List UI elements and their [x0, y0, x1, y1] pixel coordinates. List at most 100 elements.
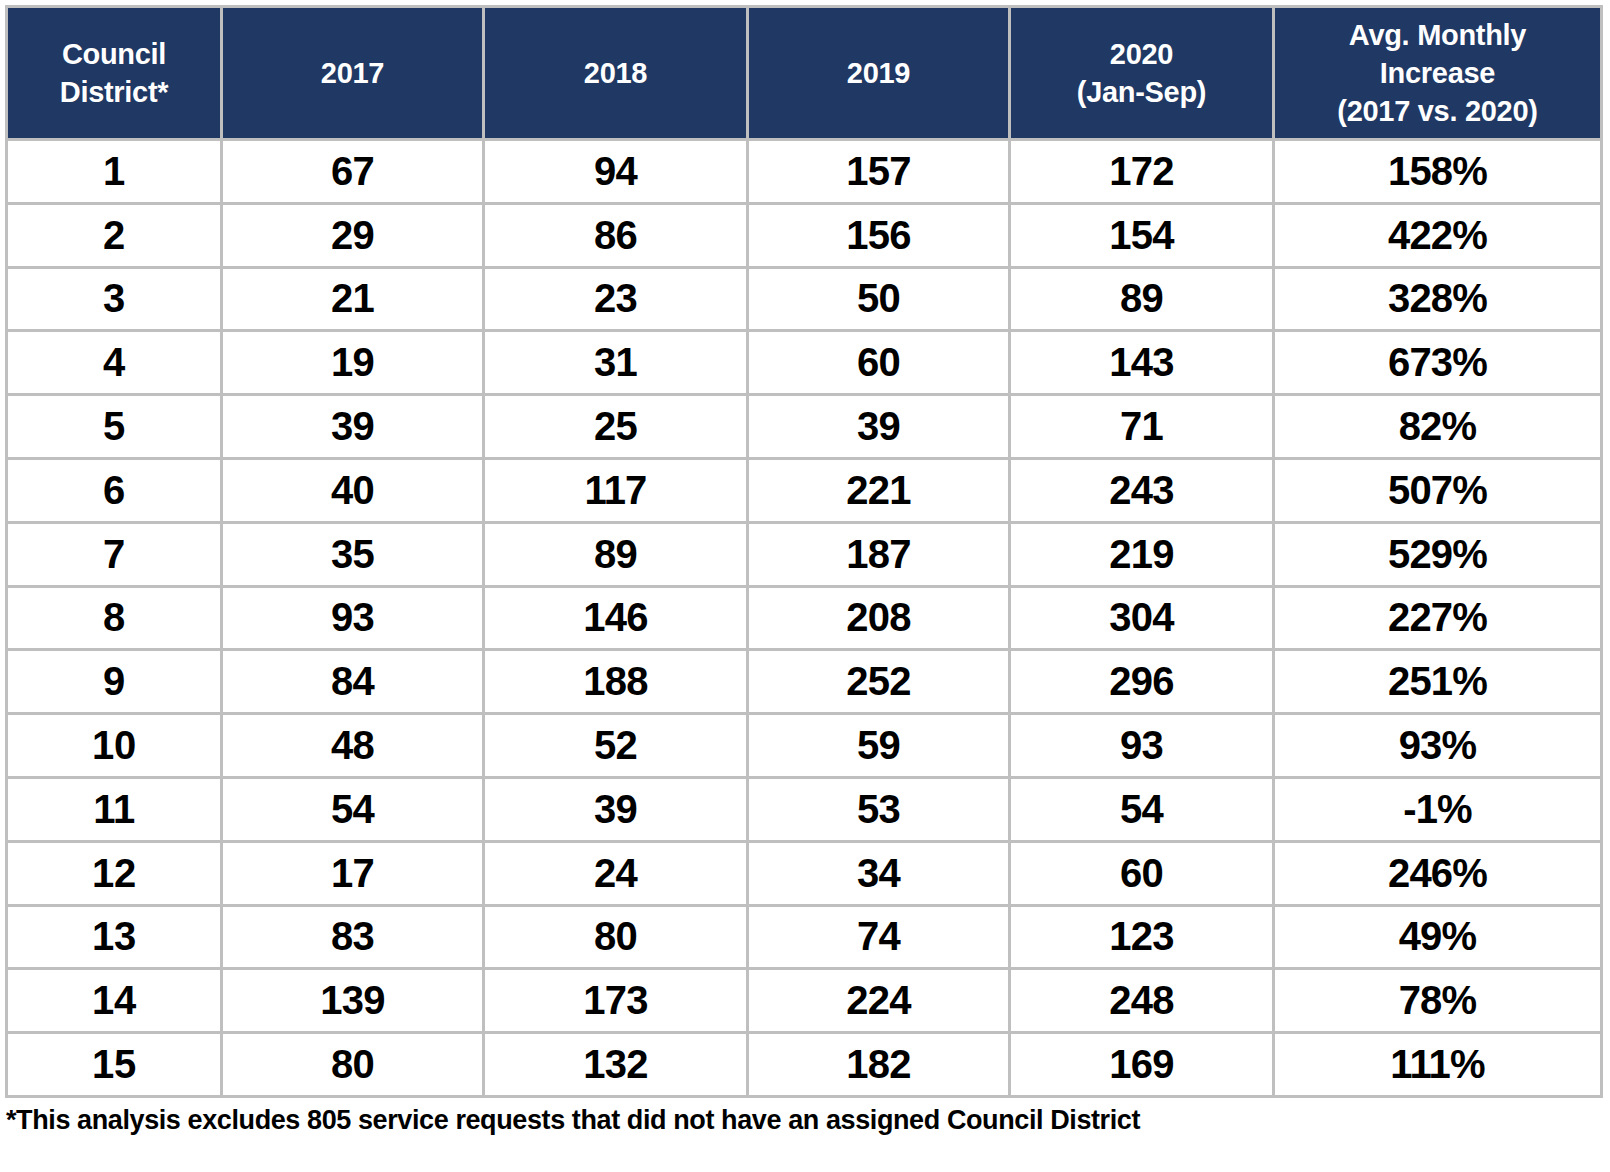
value-cell: 24 [484, 841, 748, 905]
value-cell: 21 [222, 267, 484, 331]
value-cell: 23 [484, 267, 748, 331]
value-cell: 39 [748, 395, 1010, 459]
table-row: 22986156154422% [7, 203, 1602, 267]
value-cell: 52 [484, 714, 748, 778]
value-cell: 17 [222, 841, 484, 905]
value-cell: 39 [222, 395, 484, 459]
value-cell: 71 [1010, 395, 1274, 459]
table-body: 16794157172158%22986156154422%3212350893… [7, 140, 1602, 1097]
value-cell: 84 [222, 650, 484, 714]
council-district-table: Council District* 2017 2018 2019 2020 (J… [5, 5, 1603, 1098]
value-cell: 154 [1010, 203, 1274, 267]
value-cell: 208 [748, 586, 1010, 650]
district-cell: 3 [7, 267, 222, 331]
district-cell: 14 [7, 969, 222, 1033]
header-council-district: Council District* [7, 7, 222, 140]
value-cell: 48 [222, 714, 484, 778]
district-cell: 6 [7, 458, 222, 522]
value-cell: 252 [748, 650, 1010, 714]
value-cell: 74 [748, 905, 1010, 969]
value-cell: 117 [484, 458, 748, 522]
value-cell: 529% [1274, 522, 1602, 586]
value-cell: 219 [1010, 522, 1274, 586]
district-cell: 9 [7, 650, 222, 714]
value-cell: 243 [1010, 458, 1274, 522]
value-cell: 89 [1010, 267, 1274, 331]
value-cell: 82% [1274, 395, 1602, 459]
value-cell: 93 [222, 586, 484, 650]
footnote: *This analysis excludes 805 service requ… [6, 1105, 1610, 1136]
value-cell: 80 [484, 905, 748, 969]
value-cell: 54 [1010, 777, 1274, 841]
value-cell: 146 [484, 586, 748, 650]
value-cell: 173 [484, 969, 748, 1033]
value-cell: 53 [748, 777, 1010, 841]
district-cell: 13 [7, 905, 222, 969]
district-cell: 12 [7, 841, 222, 905]
header-row: Council District* 2017 2018 2019 2020 (J… [7, 7, 1602, 140]
table-row: 53925397182% [7, 395, 1602, 459]
value-cell: 156 [748, 203, 1010, 267]
value-cell: 157 [748, 140, 1010, 204]
header-2019: 2019 [748, 7, 1010, 140]
table-row: 1217243460246% [7, 841, 1602, 905]
value-cell: 35 [222, 522, 484, 586]
district-cell: 4 [7, 331, 222, 395]
value-cell: 227% [1274, 586, 1602, 650]
value-cell: 328% [1274, 267, 1602, 331]
value-cell: 94 [484, 140, 748, 204]
district-cell: 7 [7, 522, 222, 586]
value-cell: 132 [484, 1033, 748, 1097]
value-cell: 248 [1010, 969, 1274, 1033]
table-row: 984188252296251% [7, 650, 1602, 714]
table-row: 1580132182169111% [7, 1033, 1602, 1097]
header-2020-jan-sep: 2020 (Jan-Sep) [1010, 7, 1274, 140]
value-cell: 34 [748, 841, 1010, 905]
table-row: 1154395354-1% [7, 777, 1602, 841]
value-cell: 60 [1010, 841, 1274, 905]
value-cell: 93% [1274, 714, 1602, 778]
value-cell: 422% [1274, 203, 1602, 267]
table-header: Council District* 2017 2018 2019 2020 (J… [7, 7, 1602, 140]
value-cell: 304 [1010, 586, 1274, 650]
value-cell: 507% [1274, 458, 1602, 522]
header-2017: 2017 [222, 7, 484, 140]
district-cell: 1 [7, 140, 222, 204]
value-cell: 83 [222, 905, 484, 969]
value-cell: 246% [1274, 841, 1602, 905]
district-cell: 2 [7, 203, 222, 267]
value-cell: 182 [748, 1033, 1010, 1097]
value-cell: 169 [1010, 1033, 1274, 1097]
header-2018: 2018 [484, 7, 748, 140]
value-cell: 188 [484, 650, 748, 714]
table-row: 893146208304227% [7, 586, 1602, 650]
value-cell: 59 [748, 714, 1010, 778]
district-cell: 5 [7, 395, 222, 459]
value-cell: 60 [748, 331, 1010, 395]
value-cell: 143 [1010, 331, 1274, 395]
district-cell: 8 [7, 586, 222, 650]
value-cell: 123 [1010, 905, 1274, 969]
district-cell: 11 [7, 777, 222, 841]
value-cell: 221 [748, 458, 1010, 522]
value-cell: 49% [1274, 905, 1602, 969]
table-row: 104852599393% [7, 714, 1602, 778]
value-cell: 78% [1274, 969, 1602, 1033]
value-cell: 29 [222, 203, 484, 267]
value-cell: 80 [222, 1033, 484, 1097]
value-cell: 93 [1010, 714, 1274, 778]
value-cell: 86 [484, 203, 748, 267]
value-cell: -1% [1274, 777, 1602, 841]
value-cell: 40 [222, 458, 484, 522]
table-row: 1413917322424878% [7, 969, 1602, 1033]
district-cell: 10 [7, 714, 222, 778]
value-cell: 111% [1274, 1033, 1602, 1097]
value-cell: 139 [222, 969, 484, 1033]
table-row: 321235089328% [7, 267, 1602, 331]
value-cell: 25 [484, 395, 748, 459]
table-row: 1383807412349% [7, 905, 1602, 969]
value-cell: 39 [484, 777, 748, 841]
value-cell: 67 [222, 140, 484, 204]
table-row: 4193160143673% [7, 331, 1602, 395]
table-row: 16794157172158% [7, 140, 1602, 204]
